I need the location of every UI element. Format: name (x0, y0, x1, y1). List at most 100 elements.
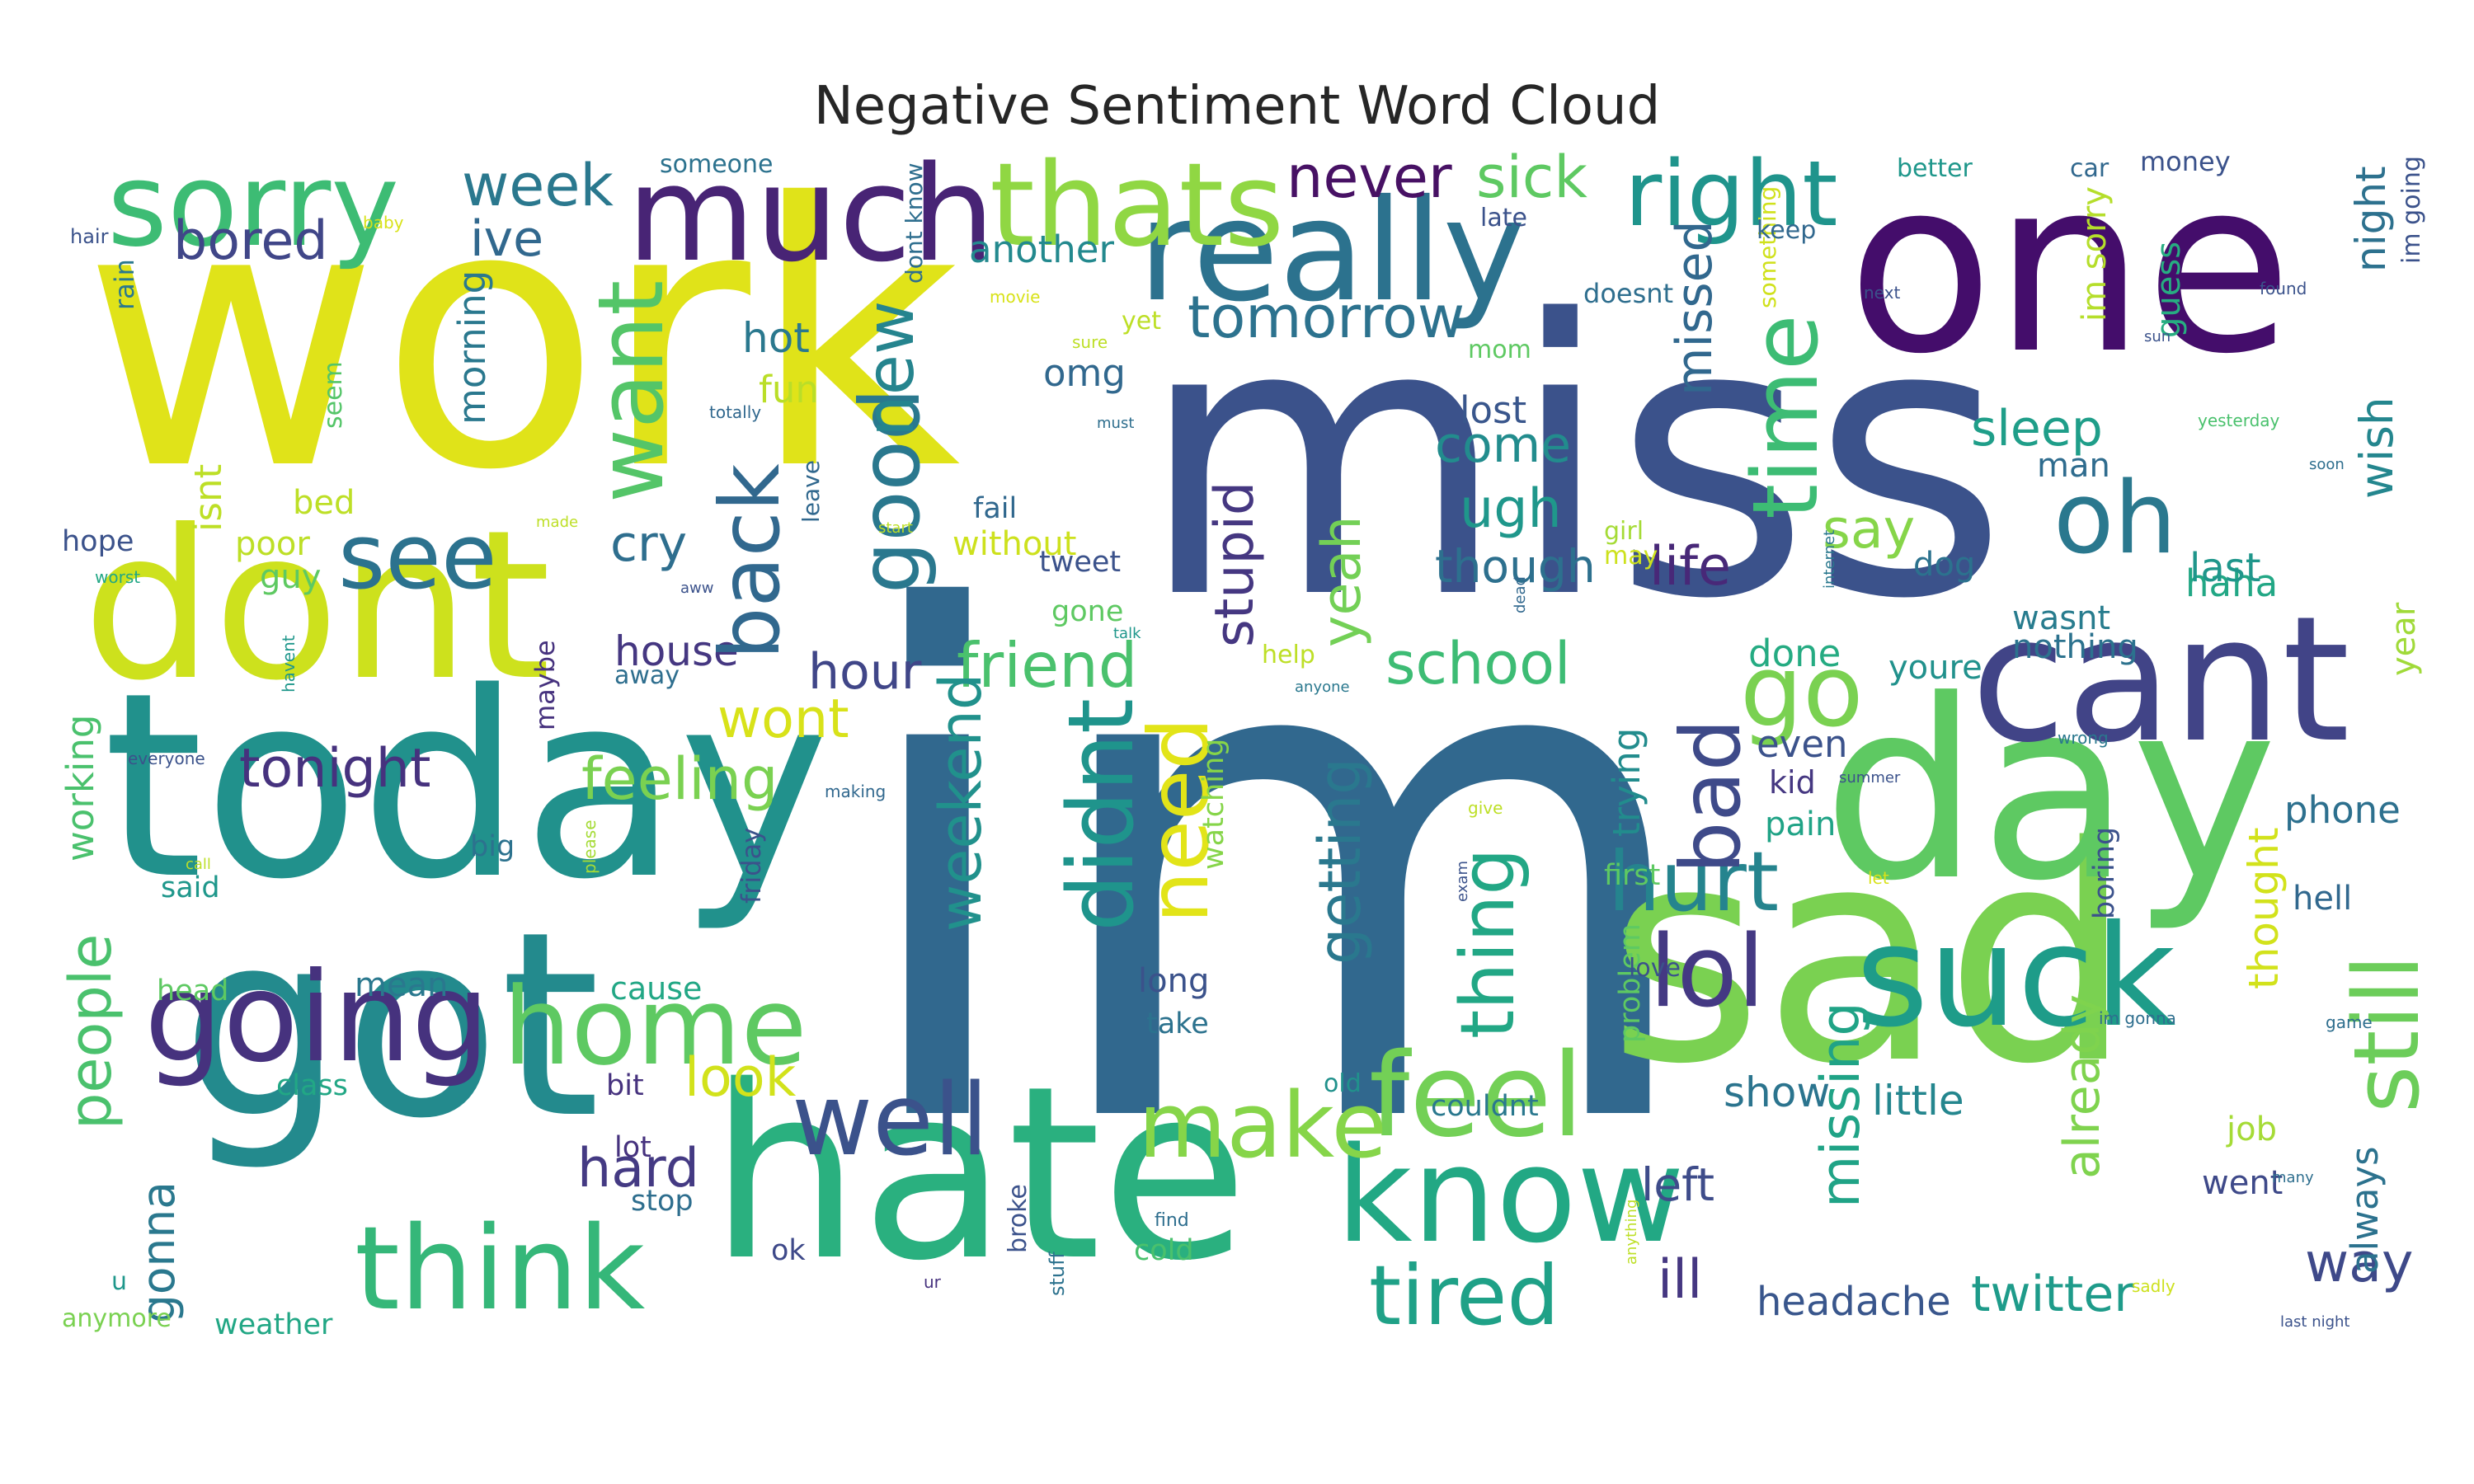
word-money: money (2140, 146, 2231, 177)
word-help: help (1262, 641, 1315, 669)
word-sleep: sleep (1971, 400, 2103, 458)
word-cry: cry (610, 515, 688, 573)
word-want: want (578, 279, 684, 503)
word-come: come (1435, 416, 1572, 474)
word-feeling: feeling (581, 745, 778, 813)
word-kid: kid (1769, 764, 1816, 801)
word-fun: fun (759, 368, 819, 411)
word-man: man (2037, 447, 2110, 485)
word-tweet: tweet (1039, 546, 1122, 579)
word-week: week (462, 152, 614, 219)
word-cant: cant (1971, 579, 2350, 781)
word-wasnt: wasnt (2012, 599, 2111, 637)
word-little: little (1872, 1077, 1964, 1125)
word-way: way (2305, 1233, 2414, 1294)
word-got: got (181, 877, 600, 1175)
word-bad: bad (1663, 718, 1759, 874)
figure-title: Negative Sentiment Word Cloud (813, 76, 1661, 137)
word-seem: seem (319, 361, 348, 429)
word-call: call (186, 856, 211, 873)
word-wish: wish (2350, 397, 2403, 499)
word-hour: hour (808, 643, 922, 701)
word-head: head (157, 974, 229, 1007)
word-everyone: everyone (128, 749, 205, 768)
word-night: night (2347, 166, 2395, 272)
word-someone: someone (660, 150, 774, 179)
word-one: one (1847, 129, 2293, 406)
word-cold: cold (1134, 1234, 1194, 1267)
word-think: think (355, 1202, 646, 1336)
word-give: give (1468, 798, 1503, 818)
word-late: late (1480, 204, 1527, 232)
word-ill: ill (1658, 1249, 1703, 1311)
word-haha: haha (2185, 561, 2279, 605)
word-job: job (2227, 1111, 2277, 1148)
word-missing: missing (1810, 1002, 1872, 1208)
word-working: working (59, 714, 102, 862)
word-tired: tired (1369, 1247, 1559, 1344)
word-im-going: im going (2397, 156, 2426, 264)
word-without: without (952, 525, 1077, 563)
word-worst: worst (95, 567, 141, 587)
word-right: right (1625, 141, 1838, 247)
word-getting: getting (1306, 758, 1374, 965)
word-wont: wont (717, 688, 849, 750)
word-year: year (2385, 602, 2423, 676)
word-missed: missed (1666, 220, 1724, 396)
word-back: back (702, 463, 798, 660)
word-stupid: stupid (1204, 481, 1266, 647)
word-find: find (1155, 1210, 1189, 1231)
word-sick: sick (1476, 143, 1587, 211)
word-game: game (2326, 1012, 2373, 1032)
word-im: im (841, 471, 1709, 1277)
word-miss: miss (1138, 241, 2009, 682)
word-work: work (82, 127, 961, 549)
word-see: see (338, 504, 497, 609)
word-life: life (1649, 536, 1731, 598)
word-big: big (470, 830, 515, 863)
word-trying: trying (1605, 727, 1649, 837)
word-show: show (1724, 1068, 1831, 1116)
word-must: must (1097, 415, 1135, 432)
word-yeah: yeah (1311, 515, 1373, 648)
word-weekend: weekend (927, 673, 995, 932)
word-internet: internet (1821, 529, 1838, 589)
word-cause: cause (610, 970, 703, 1007)
word-ur: ur (924, 1272, 941, 1292)
word-done: done (1748, 632, 1841, 675)
word-gonna: gonna (132, 1181, 185, 1323)
word-going: going (144, 946, 490, 1090)
word-yesterday: yesterday (2198, 411, 2280, 430)
word-today: today (103, 638, 830, 936)
word-made: made (536, 514, 579, 531)
word-anymore: anymore (62, 1304, 172, 1333)
word-pain: pain (1765, 805, 1837, 843)
word-much: much (627, 137, 995, 291)
word-sadly: sadly (2132, 1276, 2175, 1296)
word-really: really (1138, 170, 1526, 333)
word-home: home (503, 964, 807, 1089)
word-dog: dog (1913, 546, 1976, 584)
word-let: let (1868, 868, 1889, 888)
word-watching: watching (1197, 738, 1230, 870)
word-nothing: nothing (2012, 628, 2138, 666)
word-suck: suck (1856, 895, 2176, 1059)
word-class: class (276, 1069, 348, 1102)
word-lol: lol (1649, 915, 1766, 1030)
word-still: still (2334, 954, 2439, 1113)
word-time: time (1733, 314, 1838, 519)
word-long: long (1138, 962, 1210, 1000)
word-girl: girl (1604, 517, 1644, 546)
word-aww: aww (680, 580, 714, 597)
word-bit: bit (606, 1069, 644, 1102)
word-headache: headache (1757, 1279, 1951, 1325)
word-morning: morning (450, 270, 494, 425)
word-movie: movie (990, 287, 1041, 307)
word-know: know (1336, 1118, 1685, 1272)
word-hair: hair (70, 225, 109, 248)
word-poor: poor (235, 525, 310, 563)
word-dead: dead (1512, 576, 1529, 613)
word-talk: talk (1113, 625, 1141, 642)
word-house: house (614, 627, 739, 675)
word-bored: bored (173, 210, 328, 272)
